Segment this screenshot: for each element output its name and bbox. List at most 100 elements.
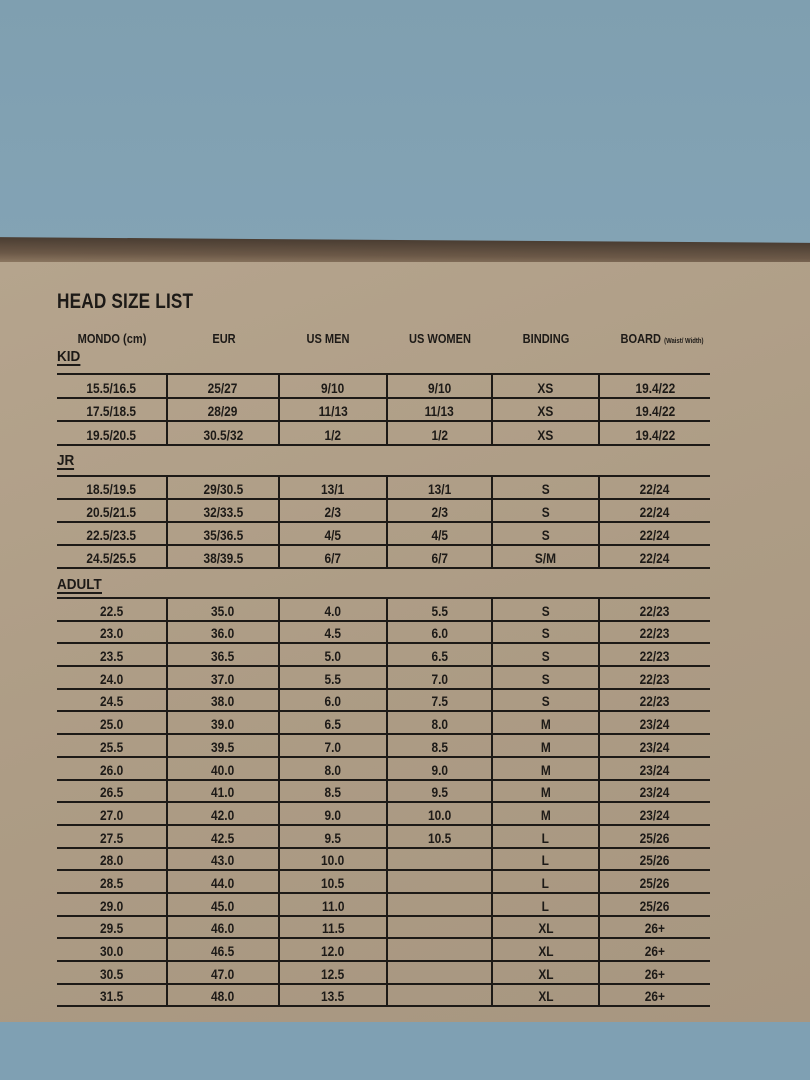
cell-value: 6.5: [431, 648, 448, 665]
cell-value: 35/36.5: [203, 527, 243, 543]
table-row: 23.0 36.0 4.5 6.0 S 22/23: [57, 621, 710, 645]
cell-value: 1/2: [431, 426, 448, 443]
cell-value: 22/24: [640, 550, 670, 566]
cell-value: 25.0: [99, 716, 124, 733]
cell-us-men: 6.5: [280, 712, 388, 734]
cell-us-women: 9/10: [388, 375, 493, 397]
table-row: 28.5 44.0 10.5 L 25/26: [57, 871, 710, 894]
cell-mondo: 22.5: [57, 599, 168, 620]
cell-board: 26+: [600, 962, 710, 983]
cell-binding: XS: [493, 398, 600, 420]
cell-mondo: 20.5/21.5: [57, 500, 168, 521]
cell-binding: S: [493, 500, 600, 521]
cell-value: XS: [537, 426, 554, 443]
cell-value: 11/13: [424, 403, 455, 419]
cell-value: S: [541, 670, 550, 687]
cell-value: 27.5: [99, 829, 124, 846]
cell-value: 8.0: [324, 761, 342, 778]
cell-value: 41.0: [211, 784, 235, 801]
table-row: 22.5 35.0 4.0 5.5 S 22/23: [57, 599, 710, 622]
cell-us-women: [388, 916, 493, 938]
cell-value: 42.5: [211, 829, 235, 846]
cell-us-women: 7.5: [388, 689, 493, 711]
page-title: HEAD SIZE LIST: [57, 290, 194, 313]
cell-value: 48.0: [211, 988, 235, 1005]
cell-value: 9.0: [324, 806, 342, 823]
cell-us-women: 4/5: [388, 523, 493, 544]
cell-value: 45.0: [211, 897, 235, 914]
cell-value: 25/26: [640, 897, 670, 914]
cell-eur: 30.5/32: [168, 422, 280, 444]
cell-us-men: 10.0: [280, 848, 388, 870]
table-row: 24.5/25.5 38/39.5 6/7 6/7 S/M 22/24: [57, 546, 710, 569]
cell-eur: 37.0: [168, 667, 280, 688]
cell-board: 22/23: [600, 644, 710, 665]
cell-us-men: 9/10: [280, 375, 388, 397]
cell-value: 13.5: [321, 988, 345, 1005]
cell-value: 13/1: [427, 481, 452, 497]
cell-value: M: [540, 761, 551, 778]
cell-value: S: [541, 602, 550, 619]
cell-value: 10.5: [321, 874, 345, 891]
cell-us-men: 13.5: [280, 984, 388, 1006]
cell-us-men: 4.0: [280, 599, 388, 620]
cell-eur: 46.5: [168, 939, 280, 960]
cell-value: 4/5: [431, 527, 448, 543]
cell-board: 22/23: [600, 622, 710, 643]
cell-value: 4.5: [324, 625, 342, 642]
cell-board: 22/23: [600, 667, 710, 688]
cell-value: 44.0: [211, 874, 235, 891]
cell-value: 35.0: [211, 602, 235, 619]
cell-us-women: 13/1: [388, 477, 493, 498]
cell-us-women: [388, 939, 493, 960]
cell-mondo: 30.5: [57, 962, 168, 983]
cell-mondo: 28.5: [57, 871, 168, 892]
cell-board: 22/23: [600, 599, 710, 620]
cell-us-women: 5.5: [388, 599, 493, 620]
table-row: 25.5 39.5 7.0 8.5 M 23/24: [57, 735, 710, 758]
table-row: 30.0 46.5 12.0 XL 26+: [57, 939, 710, 962]
cell-value: 12.5: [321, 965, 345, 982]
cell-board: 26+: [600, 939, 710, 960]
cell-value: M: [540, 784, 551, 801]
cell-value: 26.5: [99, 784, 124, 801]
cell-us-women: 7.0: [388, 667, 493, 688]
table-row: 19.5/20.5 30.5/32 1/2 1/2 XS 19.4/22: [57, 422, 710, 446]
table-row: 24.5 38.0 6.0 7.5 S 22/23: [57, 689, 710, 713]
cell-mondo: 25.0: [57, 712, 168, 734]
cell-binding: L: [493, 848, 600, 870]
cell-value: 8.5: [431, 738, 448, 755]
cell-eur: 36.5: [168, 644, 280, 666]
table-row: 24.0 37.0 5.5 7.0 S 22/23: [57, 667, 710, 690]
cell-mondo: 29.5: [57, 916, 168, 938]
cell-us-men: 10.5: [280, 871, 388, 892]
cell-board: 22/24: [600, 477, 710, 498]
cell-us-women: 11/13: [388, 398, 493, 420]
cell-value: 6.0: [431, 625, 448, 642]
cell-value: XS: [537, 403, 554, 419]
cell-eur: 28/29: [168, 398, 280, 420]
cell-board: 26+: [600, 985, 710, 1006]
cell-value: 10.5: [427, 829, 452, 846]
cell-us-women: [388, 984, 493, 1006]
cell-binding: S: [493, 667, 600, 688]
cell-value: XS: [537, 379, 554, 396]
cell-value: 19.4/22: [635, 379, 675, 396]
cell-eur: 36.0: [168, 621, 280, 643]
cell-value: 23/24: [640, 806, 670, 823]
size-table-kid: 15.5/16.5 25/27 9/10 9/10 XS 19.4/22 17.5/18.5…: [57, 373, 710, 446]
section-label-adult: ADULT: [57, 576, 102, 594]
table-row: 17.5/18.5 28/29 11/13 11/13 XS 19.4/22: [57, 398, 710, 422]
cell-eur: 45.0: [168, 893, 280, 915]
cell-value: 8.5: [324, 784, 342, 801]
cell-value: 23/24: [640, 716, 670, 733]
cell-value: 29.5: [99, 920, 124, 937]
cell-eur: 41.0: [168, 780, 280, 802]
cell-value: 36.5: [211, 648, 235, 665]
cell-us-men: 6/7: [280, 546, 388, 567]
header-eur: EUR: [212, 331, 236, 346]
cell-value: 18.5/19.5: [86, 481, 137, 497]
cell-binding: S: [493, 523, 600, 544]
cell-value: S: [541, 625, 550, 642]
cell-board: 25/26: [600, 894, 710, 915]
